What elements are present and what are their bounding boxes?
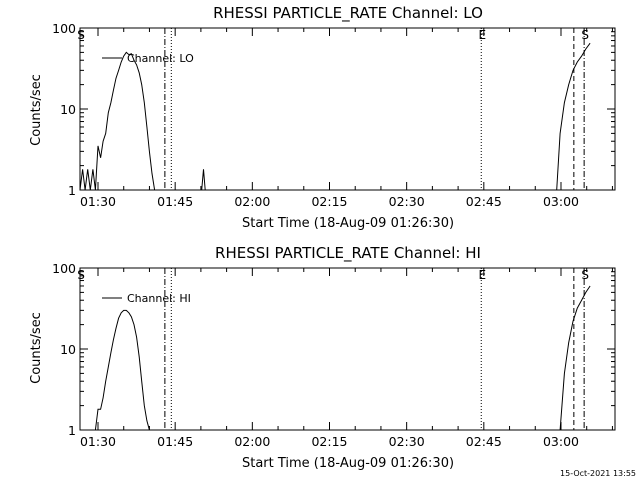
x-axis-label: Start Time (18-Aug-09 01:26:30) bbox=[242, 456, 454, 471]
y-axis-label: Counts/sec bbox=[29, 312, 44, 384]
legend-label: Channel: LO bbox=[127, 52, 194, 65]
legend-label: Channel: HI bbox=[127, 292, 191, 305]
y-axis-label: Counts/sec bbox=[29, 74, 44, 146]
x-tick-label: 02:15 bbox=[311, 434, 347, 449]
chart-title: RHESSI PARTICLE_RATE Channel: HI bbox=[215, 244, 481, 263]
y-tick-label: 1 bbox=[68, 183, 76, 198]
x-tick-label: 02:45 bbox=[466, 194, 502, 209]
x-tick-label: 01:45 bbox=[157, 434, 193, 449]
data-series-line bbox=[94, 309, 150, 431]
y-tick-label: 100 bbox=[52, 21, 76, 36]
data-series-line bbox=[556, 42, 591, 191]
x-tick-label: 02:00 bbox=[234, 434, 270, 449]
x-tick-label: 01:30 bbox=[80, 194, 116, 209]
event-marker-label: S bbox=[581, 268, 589, 282]
x-tick-label: 01:30 bbox=[80, 434, 116, 449]
event-marker-label: E bbox=[478, 28, 486, 42]
x-tick-label: 02:00 bbox=[234, 194, 270, 209]
event-marker-label: S bbox=[77, 268, 85, 282]
panel-lo: RHESSI PARTICLE_RATE Channel: LO Counts/… bbox=[29, 4, 616, 231]
data-series-line bbox=[79, 51, 170, 191]
footer-timestamp: 15-Oct-2021 13:55 bbox=[560, 469, 636, 478]
x-tick-label: 02:45 bbox=[466, 434, 502, 449]
x-tick-label: 02:15 bbox=[311, 194, 347, 209]
event-marker-label: S bbox=[77, 28, 85, 42]
y-tick-label: 10 bbox=[60, 102, 76, 117]
x-tick-label: 02:30 bbox=[389, 434, 425, 449]
x-tick-label: 01:45 bbox=[157, 194, 193, 209]
x-axis-label: Start Time (18-Aug-09 01:26:30) bbox=[242, 216, 454, 231]
data-series-line bbox=[559, 285, 591, 431]
chart-title: RHESSI PARTICLE_RATE Channel: LO bbox=[213, 4, 483, 23]
x-tick-label: 03:00 bbox=[543, 194, 579, 209]
event-marker-label: E bbox=[478, 268, 486, 282]
event-marker-label: S bbox=[581, 28, 589, 42]
data-series-line bbox=[201, 169, 206, 191]
y-tick-label: 1 bbox=[68, 423, 76, 438]
panel-hi: RHESSI PARTICLE_RATE Channel: HI Counts/… bbox=[29, 244, 616, 471]
y-tick-label: 10 bbox=[60, 342, 76, 357]
y-tick-label: 100 bbox=[52, 261, 76, 276]
x-tick-label: 02:30 bbox=[389, 194, 425, 209]
x-tick-label: 03:00 bbox=[543, 434, 579, 449]
